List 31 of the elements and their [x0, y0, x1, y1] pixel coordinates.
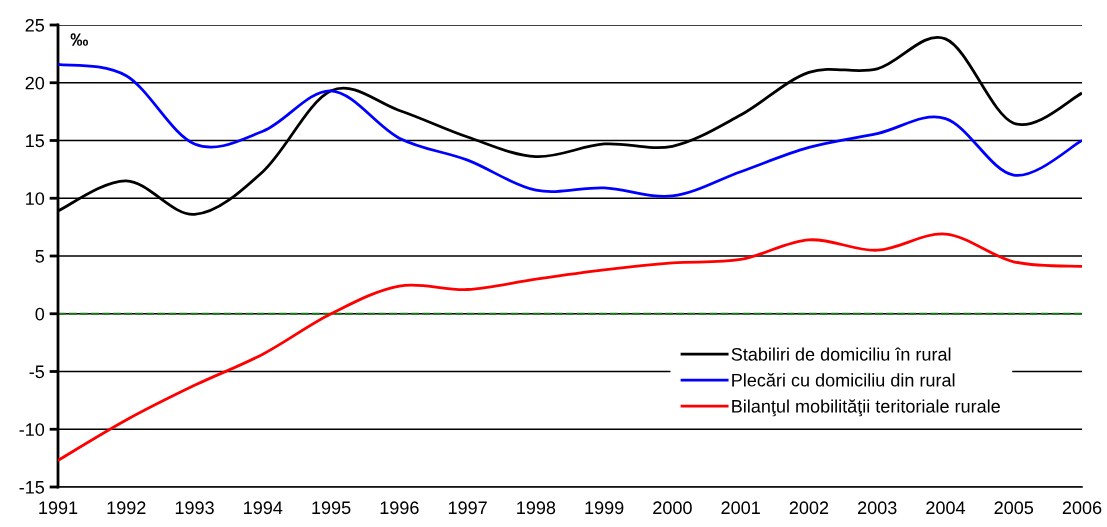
- x-tick-label: 1998: [517, 501, 556, 515]
- legend-label: Bilanţul mobilităţii teritoriale rurale: [732, 399, 1000, 417]
- y-tick-label: -10: [19, 423, 45, 436]
- y-tick-label: 25: [25, 18, 45, 32]
- x-tick-label: 2001: [721, 501, 760, 515]
- y-tick-label: -5: [29, 365, 45, 379]
- line-series: [58, 62, 1082, 198]
- x-tick-label: 1994: [244, 501, 283, 515]
- y-tick-label: 5: [35, 250, 45, 263]
- x-tick-label: 1995: [312, 501, 351, 515]
- x-tick-label: 1997: [448, 501, 487, 515]
- legend-label: Stabiliri de domiciliu în rural: [731, 347, 951, 361]
- line-series: [58, 232, 1082, 462]
- x-tick-label: 1993: [175, 501, 214, 515]
- x-tick-label: 1999: [585, 501, 624, 515]
- legend-label: Plecări cu domiciliu din rural: [732, 373, 955, 387]
- y-tick-label: -15: [19, 481, 45, 494]
- y-tick-label: 0: [35, 307, 45, 321]
- y-tick-label: 20: [25, 76, 45, 90]
- x-tick-label: 2004: [926, 501, 966, 515]
- x-tick-label: 2000: [653, 501, 692, 515]
- x-tick-label: 2003: [858, 501, 897, 515]
- annotation: ‰: [70, 33, 88, 46]
- x-tick-label: 1992: [107, 501, 146, 515]
- x-tick-label: 1991: [39, 501, 78, 515]
- x-tick-label: 1996: [380, 501, 419, 515]
- y-tick-label: 15: [26, 134, 45, 148]
- y-tick-label: 10: [26, 192, 45, 205]
- x-tick-label: 2002: [789, 501, 829, 515]
- x-tick-label: 2005: [994, 501, 1034, 515]
- x-tick-label: 2006: [1062, 501, 1102, 515]
